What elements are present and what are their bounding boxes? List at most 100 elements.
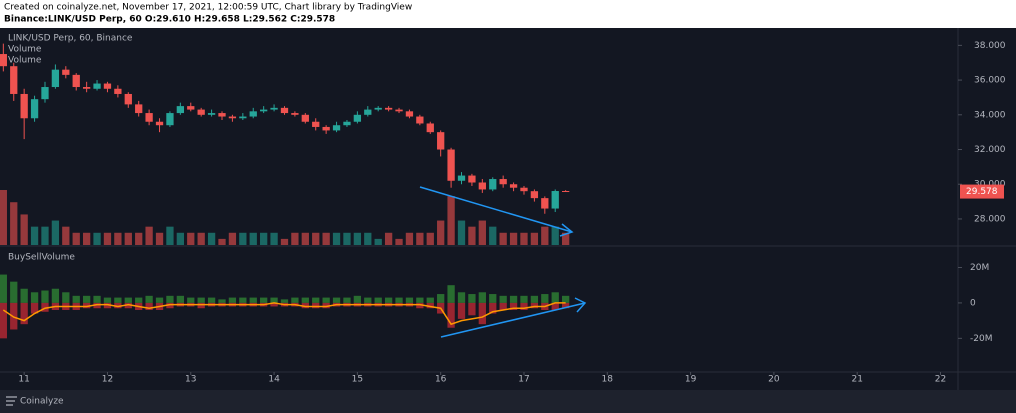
candle-body [312, 121, 320, 127]
volume-bar [468, 294, 476, 303]
volume-bar [10, 281, 18, 303]
volume-bar [166, 226, 174, 245]
candle-body [166, 113, 174, 126]
pane-title: LINK/USD Perp, 60, Binance [8, 34, 133, 44]
volume-bar [520, 295, 528, 303]
candle-body [561, 191, 570, 193]
volume-bar [530, 302, 539, 309]
pane-title: BuySellVolume [8, 253, 75, 263]
volume-bar [364, 297, 372, 303]
candle-body [374, 107, 382, 110]
volume-bar [322, 232, 330, 245]
candle-body [353, 114, 362, 122]
x-tick-label: 15 [352, 375, 363, 385]
candle-body [301, 114, 309, 122]
volume-bar [520, 232, 528, 245]
chart-bg [0, 28, 1016, 390]
volume-bar [51, 220, 60, 245]
candle-body [145, 113, 153, 122]
volume-bar [395, 238, 403, 245]
volume-bar [520, 302, 528, 310]
candle-body [395, 109, 403, 112]
volume-bar [135, 232, 143, 245]
volume-bar [374, 297, 382, 303]
volume-bar [416, 297, 424, 303]
x-tick-label: 20 [768, 375, 780, 385]
volume-bar [103, 297, 112, 303]
volume-bar [551, 292, 559, 303]
candle-body [280, 107, 289, 114]
volume-bar [30, 302, 39, 314]
volume-bar [509, 295, 518, 303]
volume-bar [270, 232, 278, 245]
volume-bar [478, 220, 486, 245]
volume-bar [312, 302, 320, 309]
volume-bar [353, 232, 362, 245]
volume-bar [207, 297, 216, 303]
x-tick-label: 21 [851, 375, 862, 385]
volume-bar [322, 302, 330, 309]
volume-bar [478, 292, 486, 303]
x-tick-label: 13 [185, 375, 196, 385]
x-tick-label: 12 [102, 375, 113, 385]
candle-body [332, 125, 341, 131]
last-price-label: 29.578 [966, 187, 998, 197]
volume-bar [207, 232, 216, 245]
volume-bar [124, 297, 132, 303]
candle-body [384, 107, 393, 110]
volume-bar [426, 232, 434, 245]
volume-bar [468, 226, 476, 245]
volume-bar [384, 232, 393, 245]
candle-body [239, 116, 247, 119]
candle-body [520, 187, 528, 192]
x-tick-label: 11 [18, 375, 29, 385]
candle-body [291, 113, 299, 115]
volume-bar [187, 232, 195, 245]
candle-body [124, 93, 132, 105]
volume-bar [416, 232, 424, 245]
y-tick-label: 28.000 [974, 214, 1006, 224]
y-tick-label: 38.000 [974, 41, 1006, 51]
volume-bar [114, 297, 122, 303]
volume-bar [145, 302, 153, 310]
candle-body [197, 109, 205, 115]
volume-bar [82, 232, 91, 245]
volume-bar [93, 232, 101, 245]
volume-bar [155, 297, 164, 303]
candle-body [437, 132, 445, 150]
volume-bar [343, 297, 351, 303]
volume-bar [176, 232, 184, 245]
candle-body [541, 198, 549, 209]
volume-bar [20, 302, 28, 325]
volume-bar [145, 226, 153, 245]
y-tick-label: 36.000 [974, 76, 1006, 86]
candle-body [509, 184, 518, 188]
candle-body [176, 106, 184, 114]
volume-bar [114, 302, 122, 309]
volume-bar [312, 297, 320, 303]
volume-bar [228, 297, 237, 303]
volume-bar [291, 232, 299, 245]
volume-bar [447, 285, 455, 303]
candle-body [364, 109, 372, 115]
volume-bar [0, 190, 7, 245]
volume-bar [249, 232, 257, 245]
candle-body [41, 87, 49, 100]
volume-bar [541, 226, 549, 245]
volume-bar [499, 232, 507, 245]
candle-body [499, 179, 507, 185]
x-tick-label: 19 [685, 375, 697, 385]
volume-bar [82, 302, 91, 309]
volume-bar [41, 290, 49, 303]
volume-bar [447, 302, 455, 328]
volume-bar [72, 295, 80, 303]
footer-brand: Coinalyze [20, 397, 64, 407]
volume-bar [374, 238, 382, 245]
volume-bar [93, 302, 101, 309]
volume-bar [561, 302, 570, 309]
y-tick-label: 32.000 [974, 145, 1006, 155]
volume-bar [197, 232, 205, 245]
x-tick-label: 14 [268, 375, 280, 385]
candle-body [207, 113, 216, 115]
